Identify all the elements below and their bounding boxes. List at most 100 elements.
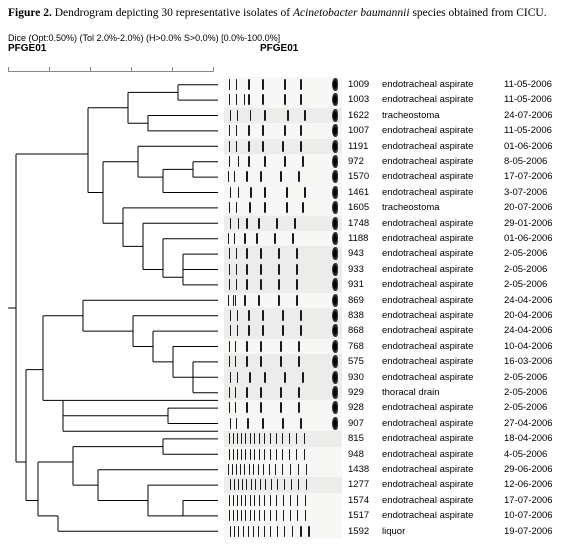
isolate-id: 1277	[348, 477, 382, 492]
gel-band	[282, 449, 283, 460]
isolate-row: 933endotracheal aspirate2-05-2006	[348, 262, 572, 277]
gel-band	[286, 187, 288, 198]
gel-band	[229, 341, 230, 352]
isolate-specimen: endotracheal aspirate	[382, 92, 504, 107]
gel-band	[238, 156, 239, 167]
gel-band	[237, 310, 238, 321]
gel-band	[258, 464, 259, 475]
gel-band	[230, 372, 231, 383]
gel-band	[300, 141, 302, 152]
gel-band	[270, 433, 271, 444]
gel-terminal-band	[332, 247, 338, 260]
gel-band	[260, 387, 262, 398]
gel-terminal-band	[332, 140, 338, 153]
gel-lane	[224, 493, 342, 508]
gel-band	[298, 402, 300, 413]
isolate-id: 1188	[348, 231, 382, 246]
isolate-date: 2-05-2006	[504, 246, 568, 261]
gel-band	[246, 356, 248, 367]
gel-lane	[224, 200, 342, 215]
gel-band	[234, 171, 235, 182]
gel-band	[248, 94, 250, 105]
isolate-id: 1191	[348, 139, 382, 154]
gel-band	[304, 187, 306, 198]
isolate-id: 931	[348, 277, 382, 292]
gel-band	[304, 110, 306, 121]
ruler-tick	[172, 67, 173, 72]
gel-band	[305, 510, 306, 521]
gel-band	[265, 479, 266, 490]
gel-terminal-band	[332, 124, 338, 137]
gel-band	[234, 526, 235, 537]
gel-lane	[224, 508, 342, 523]
isolate-specimen: endotracheal aspirate	[382, 154, 504, 169]
gel-band	[258, 218, 260, 229]
gel-band	[228, 233, 229, 244]
gel-band	[276, 433, 277, 444]
gel-terminal-band	[332, 278, 338, 291]
gel-lane	[224, 447, 342, 462]
gel-band	[296, 264, 298, 275]
gel-band	[236, 202, 237, 213]
isolate-specimen: endotracheal aspirate	[382, 339, 504, 354]
gel-band	[238, 526, 239, 537]
gel-band	[274, 233, 276, 244]
gel-band	[296, 248, 298, 259]
gel-terminal-band	[332, 93, 338, 106]
gel-band	[229, 495, 230, 506]
gel-band	[284, 94, 286, 105]
isolate-date: 16-03-2006	[504, 354, 568, 369]
gel-band	[296, 295, 298, 306]
gel-band	[284, 156, 286, 167]
gel-terminal-band	[332, 78, 338, 91]
isolate-specimen: endotracheal aspirate	[382, 77, 504, 92]
gel-band	[236, 279, 237, 290]
isolate-id: 1461	[348, 185, 382, 200]
gel-band	[262, 310, 264, 321]
gel-band	[276, 510, 277, 521]
isolate-id: 933	[348, 262, 382, 277]
isolate-row: 1570endotracheal aspirate17-07-2006	[348, 169, 572, 184]
gel-band	[236, 464, 237, 475]
gel-band	[260, 402, 262, 413]
gel-band	[235, 402, 236, 413]
gel-band	[246, 387, 248, 398]
gel-band	[276, 495, 277, 506]
gel-lane	[224, 108, 342, 123]
isolate-date: 2-05-2006	[504, 400, 568, 415]
gel-band	[304, 449, 305, 460]
gel-band	[238, 218, 239, 229]
isolate-id: 768	[348, 339, 382, 354]
gel-band	[244, 94, 245, 105]
gel-band	[228, 464, 229, 475]
isolate-specimen: endotracheal aspirate	[382, 493, 504, 508]
gel-band	[270, 510, 271, 521]
isolate-id: 869	[348, 293, 382, 308]
gel-band	[248, 310, 250, 321]
gel-band	[229, 279, 230, 290]
gel-band	[230, 418, 231, 429]
parameter-line: Dice (Opt:0.50%) (Tol 2.0%-2.0%) (H>0.0%…	[0, 25, 580, 43]
gel-band	[236, 125, 237, 136]
gel-band	[264, 510, 265, 521]
isolate-id: 1438	[348, 462, 382, 477]
gel-band	[237, 325, 238, 336]
gel-band	[290, 510, 291, 521]
isolate-id: 575	[348, 354, 382, 369]
gel-band	[297, 495, 298, 506]
gel-band	[235, 356, 236, 367]
gel-band	[277, 526, 278, 537]
gel-band	[229, 125, 230, 136]
gel-band	[290, 495, 291, 506]
gel-band	[282, 141, 284, 152]
isolate-date: 10-07-2006	[504, 508, 568, 523]
isolate-date: 20-04-2006	[504, 308, 568, 323]
isolate-id: 972	[348, 154, 382, 169]
isolate-id: 868	[348, 323, 382, 338]
isolate-date: 29-06-2006	[504, 462, 568, 477]
isolate-date: 18-04-2006	[504, 431, 568, 446]
gel-band	[248, 156, 250, 167]
isolate-specimen: endotracheal aspirate	[382, 462, 504, 477]
gel-band	[245, 495, 246, 506]
isolate-row: 768endotracheal aspirate10-04-2006	[348, 339, 572, 354]
